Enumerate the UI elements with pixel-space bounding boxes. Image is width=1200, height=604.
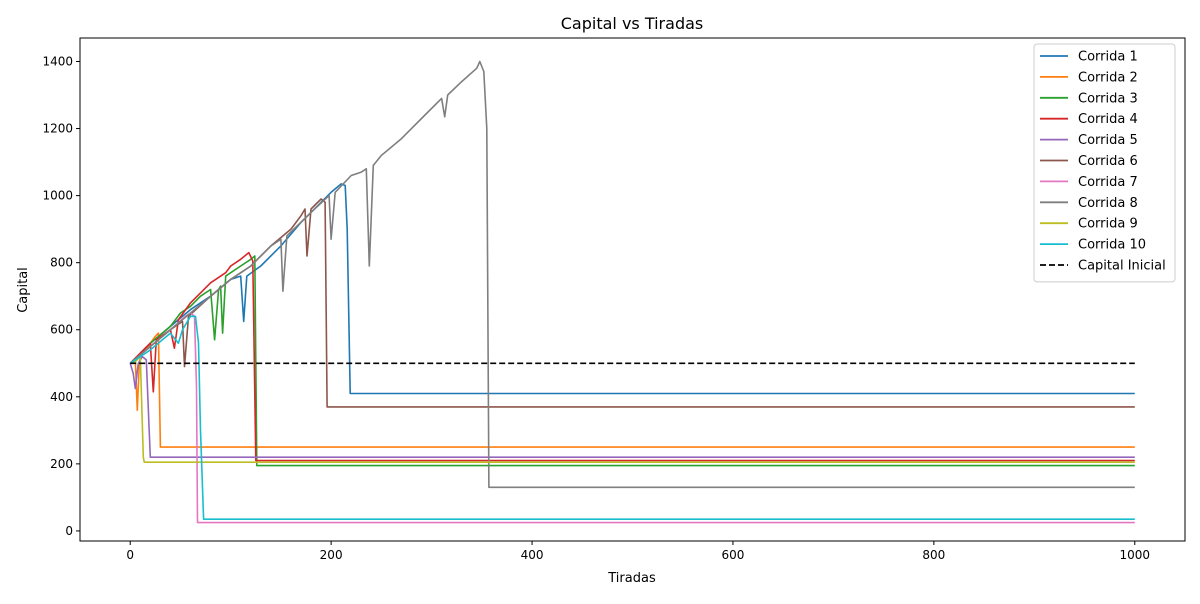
series-line-6 [129,198,1135,408]
y-axis-label: Capital [16,267,31,313]
legend-label: Corrida 7 [1078,175,1138,190]
series-line-4 [129,251,1135,462]
legend: Corrida 1 Corrida 2 Corrida 3 Corrida 4 Corr… [1033,43,1176,283]
x-axis-label: Tiradas [607,571,656,586]
x-tick-label: 400 [521,548,544,562]
series-line-7 [129,312,1135,524]
x-tick-label: 600 [722,548,745,562]
series-line-2 [129,332,1135,448]
legend-label: Corrida 1 [1078,50,1138,65]
y-tick-label: 1400 [42,54,73,68]
legend-label: Corrida 5 [1078,133,1138,148]
y-tick-label: 400 [50,390,73,404]
y-tick-label: 200 [50,457,73,471]
legend-label: Corrida 6 [1078,154,1138,169]
series-line-3 [129,255,1135,467]
y-tick-label: 600 [50,323,73,337]
y-tick-label: 1000 [42,189,73,203]
chart-title: Capital vs Tiradas [561,14,703,33]
x-axis-ticks: 0 200 400 600 800 1000 [126,541,1150,562]
legend-label: Corrida 2 [1078,70,1138,85]
series-lines [129,60,1135,524]
x-tick-label: 1000 [1119,548,1150,562]
legend-label: Corrida 8 [1078,196,1138,211]
y-axis-ticks: 0 200 400 600 800 1000 1200 1400 [42,54,80,538]
x-tick-label: 200 [320,548,343,562]
x-tick-label: 0 [126,548,134,562]
y-tick-label: 1200 [42,122,73,136]
plot-frame [79,37,1186,542]
series-line-8 [129,60,1135,489]
y-tick-label: 0 [65,524,73,538]
legend-label: Corrida 9 [1078,217,1138,232]
x-tick-label: 800 [922,548,945,562]
series-line-1 [129,183,1135,395]
legend-label: Capital Inicial [1078,259,1166,274]
y-tick-label: 800 [50,256,73,270]
legend-label: Corrida 3 [1078,91,1138,106]
series-line-9 [129,355,1135,463]
legend-box [1033,43,1176,283]
series-line-10 [129,315,1135,520]
legend-label: Corrida 10 [1078,238,1146,253]
legend-label: Corrida 4 [1078,112,1138,127]
